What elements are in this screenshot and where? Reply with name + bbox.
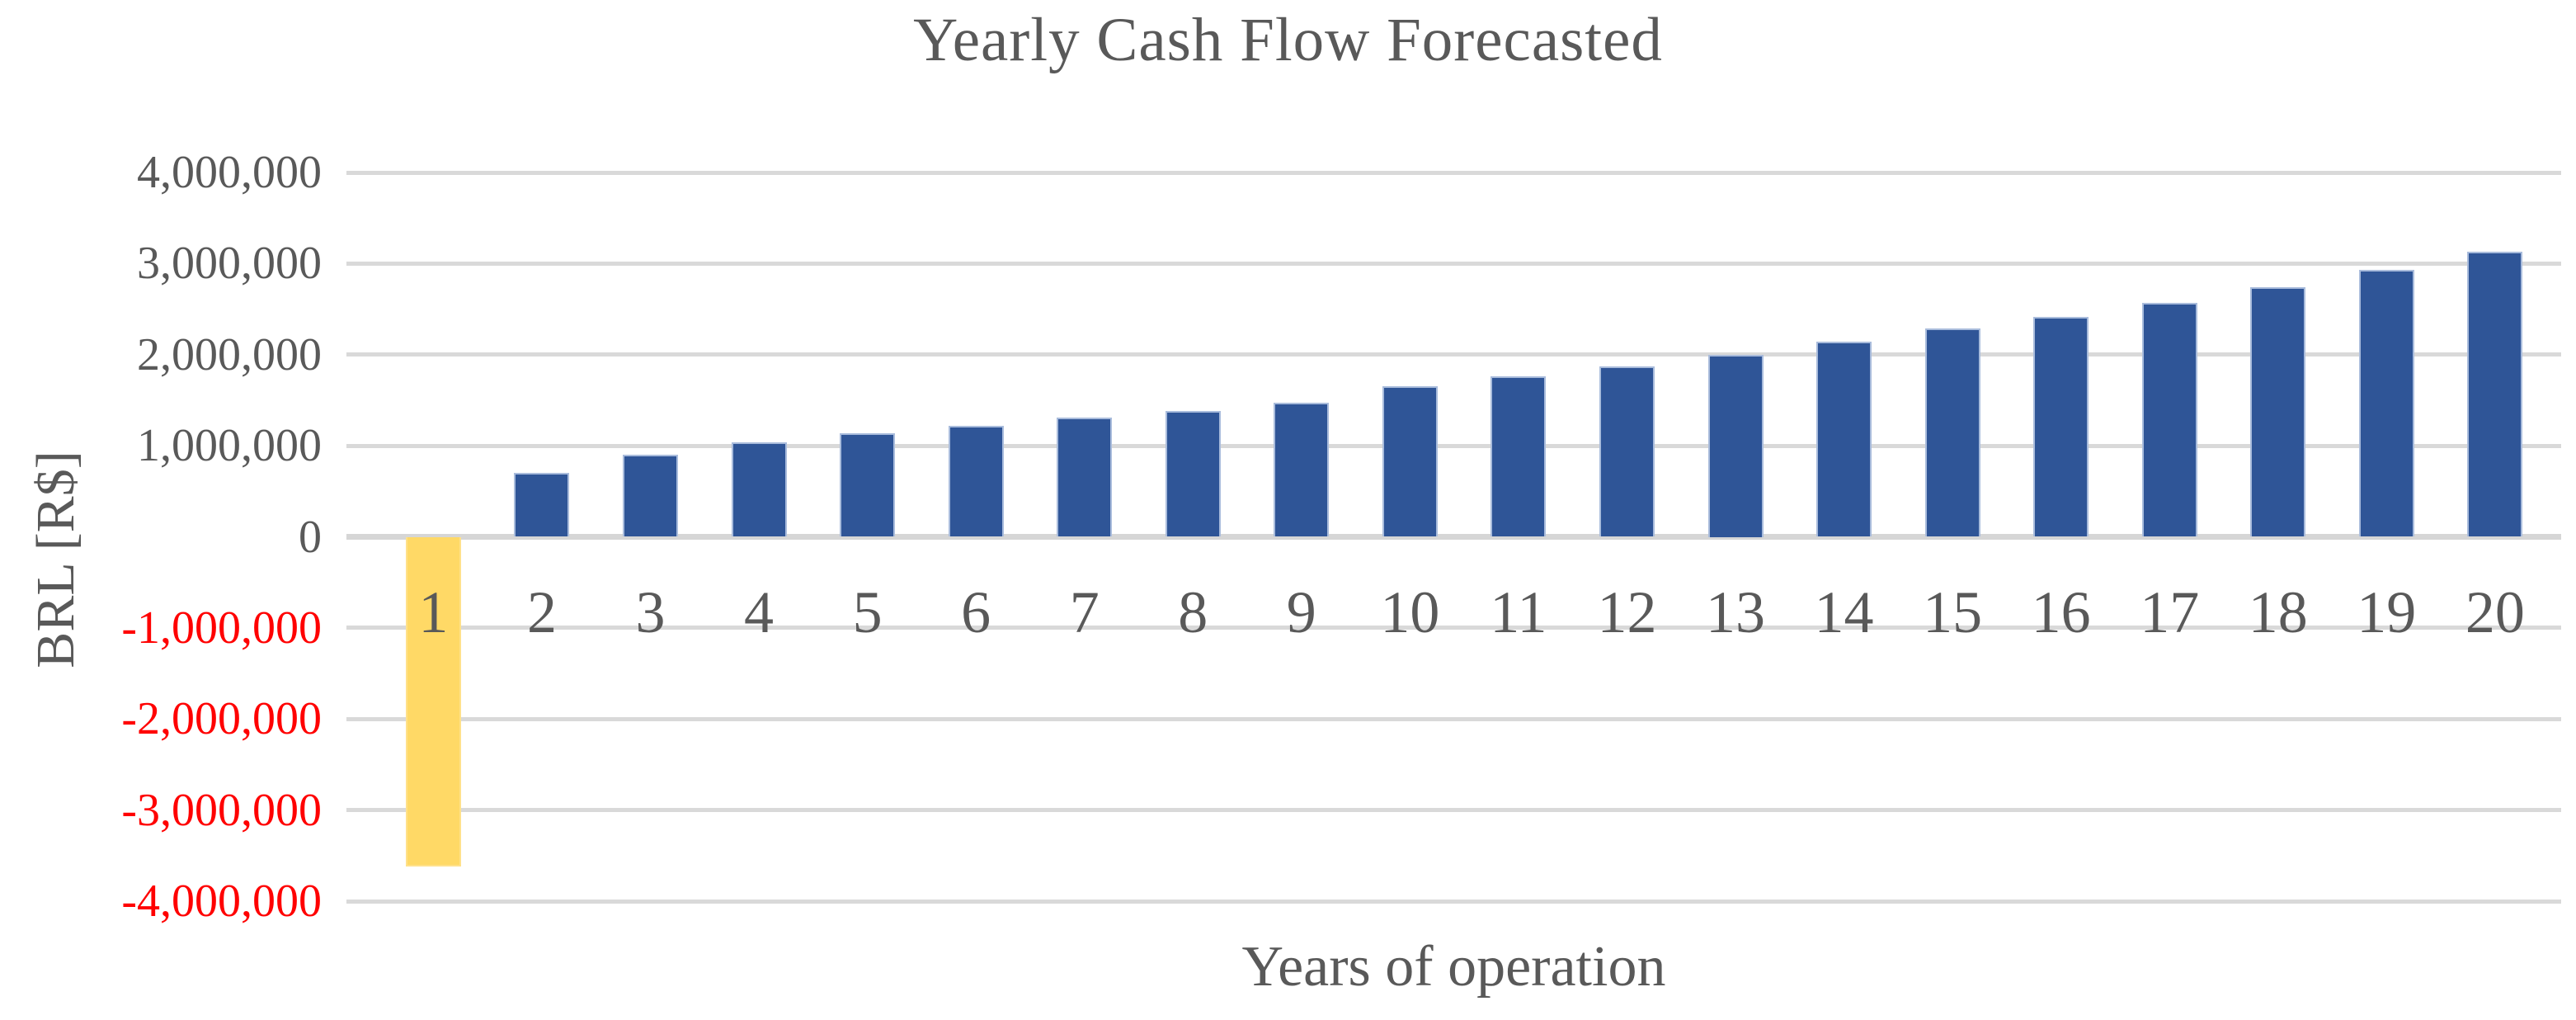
y-tick-label-3,000,000: 3,000,000 [137,238,322,290]
bar-year-10 [1382,386,1438,537]
x-tick-label-9: 9 [1286,579,1316,645]
x-tick-label-7: 7 [1069,579,1100,645]
x-tick-label-18: 18 [2248,579,2308,645]
bar-year-16 [2033,317,2089,537]
y-tick-label--1,000,000: -1,000,000 [121,602,322,654]
x-tick-label-4: 4 [744,579,775,645]
y-tick-label-4,000,000: 4,000,000 [137,147,322,198]
bar-year-20 [2467,252,2523,537]
bar-year-5 [840,432,896,537]
bar-year-18 [2250,287,2306,537]
gridline-1,000,000 [346,443,2561,448]
bar-year-14 [1816,342,1872,537]
chart-title: Yearly Cash Flow Forecasted [913,6,1663,74]
y-tick-label--3,000,000: -3,000,000 [121,784,322,836]
bar-year-6 [948,425,1004,537]
bar-year-12 [1599,366,1655,537]
y-tick-label--4,000,000: -4,000,000 [121,876,322,927]
x-tick-label-3: 3 [635,579,666,645]
bar-year-19 [2358,270,2414,537]
bar-year-9 [1274,403,1330,537]
bar-year-15 [1924,328,1980,537]
gridline-4,000,000 [346,170,2561,175]
y-tick-label-0: 0 [299,511,322,563]
bar-year-4 [731,442,787,537]
bar-year-13 [1707,354,1764,537]
x-tick-label-8: 8 [1178,579,1208,645]
x-tick-label-5: 5 [852,579,883,645]
bar-year-17 [2141,302,2197,537]
gridline-3,000,000 [346,261,2561,266]
x-tick-label-15: 15 [1923,579,1983,645]
x-tick-label-2: 2 [526,579,557,645]
y-tick-label-2,000,000: 2,000,000 [137,328,322,380]
x-tick-label-6: 6 [961,579,991,645]
bar-year-1 [405,536,461,867]
y-tick-label--2,000,000: -2,000,000 [121,693,322,745]
x-tick-label-11: 11 [1490,579,1547,645]
x-tick-label-12: 12 [1597,579,1657,645]
y-tick-label-1,000,000: 1,000,000 [137,420,322,472]
x-tick-label-17: 17 [2140,579,2200,645]
x-tick-label-16: 16 [2031,579,2091,645]
gridline-2,000,000 [346,352,2561,357]
bar-year-3 [623,455,678,537]
x-axis-title: Years of operation [1241,935,1666,999]
gridline--3,000,000 [346,808,2561,813]
x-tick-label-10: 10 [1380,579,1440,645]
gridline--4,000,000 [346,899,2561,904]
x-tick-label-13: 13 [1706,579,1765,645]
bar-year-11 [1491,376,1547,537]
x-tick-label-20: 20 [2465,579,2525,645]
x-axis-zero-line [346,534,2561,540]
gridline--1,000,000 [346,626,2561,630]
x-tick-label-19: 19 [2357,579,2417,645]
gridline--2,000,000 [346,716,2561,721]
x-tick-label-14: 14 [1814,579,1874,645]
bar-year-7 [1057,417,1113,537]
bar-year-2 [514,473,570,537]
bar-year-8 [1165,411,1221,537]
x-tick-label-1: 1 [418,579,449,645]
